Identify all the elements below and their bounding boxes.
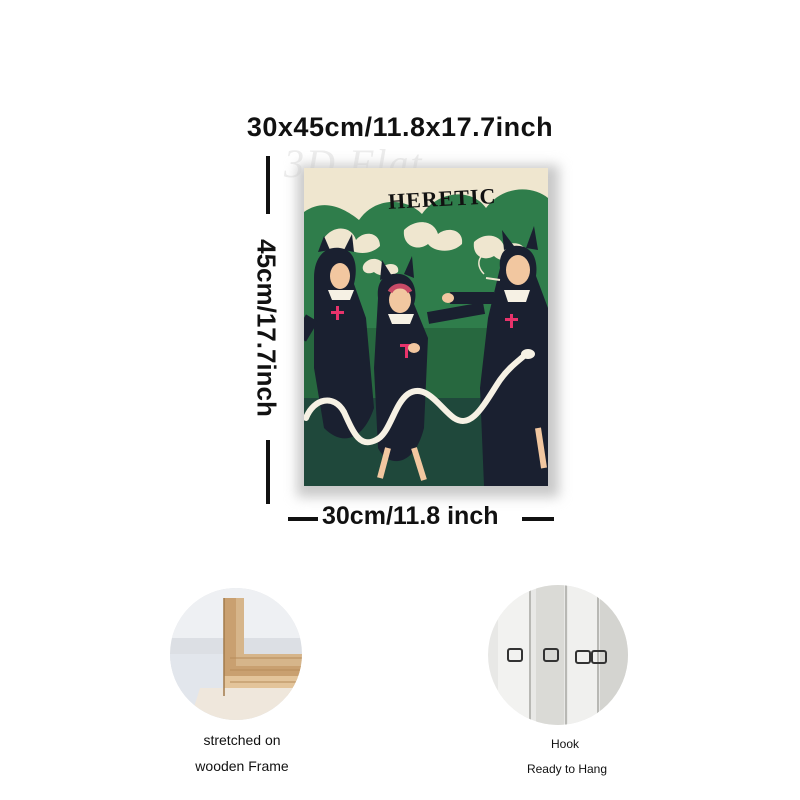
frame-detail-image (170, 588, 302, 720)
hook-detail-image (488, 585, 628, 725)
artwork-illustration (304, 168, 548, 486)
width-line-right (522, 517, 554, 521)
hook-caption-line2: Ready to Hang (526, 762, 608, 776)
size-label-width: 30cm/11.8 inch (322, 502, 499, 530)
hook-photo (488, 585, 628, 725)
frame-caption-line1: stretched on (203, 732, 281, 748)
canvas-artwork: HERETIC (304, 168, 548, 486)
hook-caption-line1: Hook (550, 737, 579, 751)
frame-caption-line2: wooden Frame (195, 758, 289, 774)
height-line-bottom (266, 440, 270, 504)
size-label-top: 30x45cm/11.8x17.7inch (246, 112, 554, 142)
width-line-left (288, 517, 318, 521)
height-line-top (266, 156, 270, 214)
size-label-height: 45cm/17.7inch (251, 239, 282, 417)
wooden-frame-photo (170, 588, 302, 720)
